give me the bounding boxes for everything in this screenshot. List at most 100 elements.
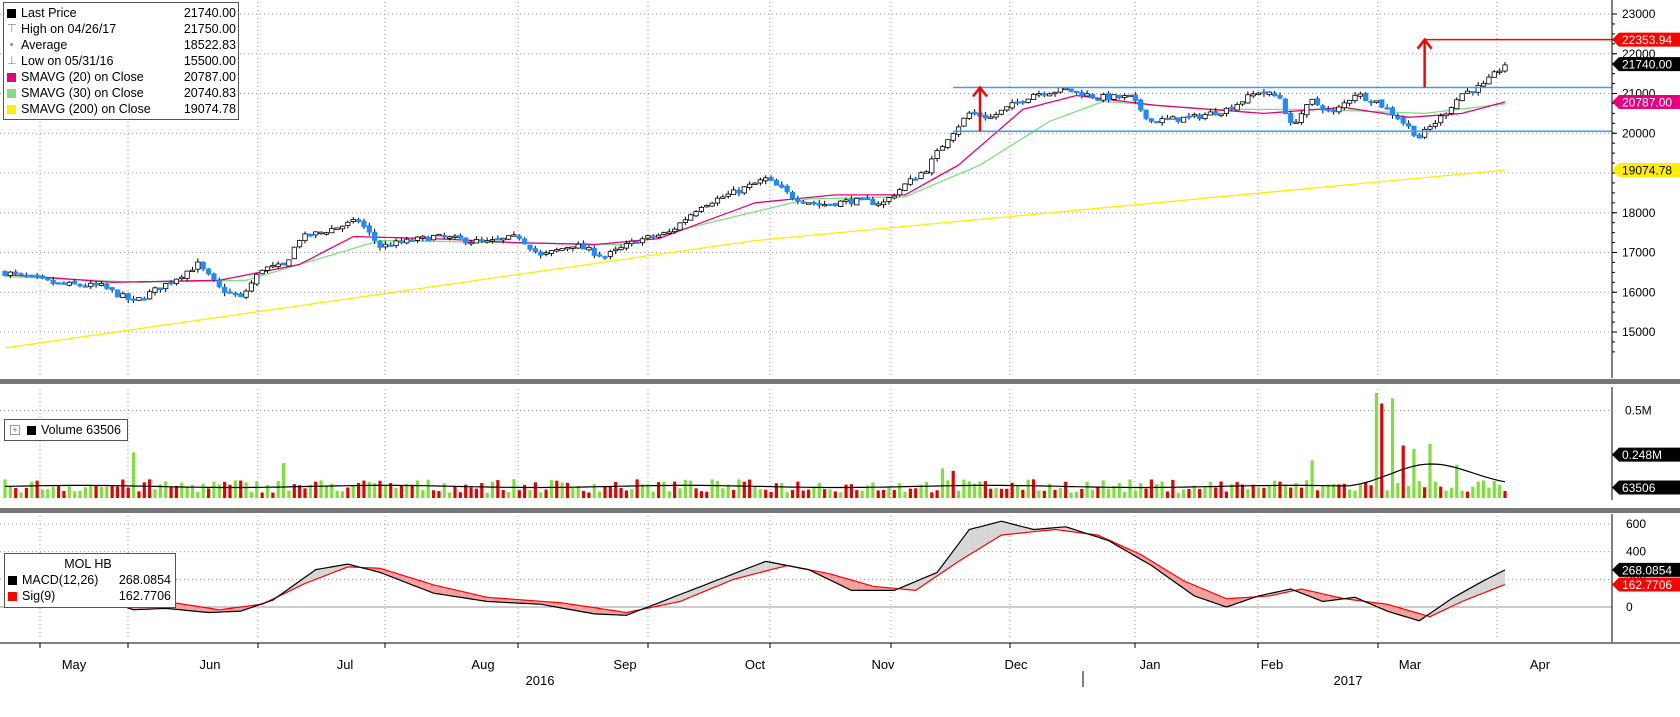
- candle-body: [473, 238, 480, 244]
- macd-fill: [433, 584, 439, 594]
- legend-item: ⊥ Low on 05/31/16 15500.00: [4, 53, 236, 69]
- volume-bar: [1471, 486, 1475, 498]
- candle-body: [1138, 99, 1144, 111]
- panel-frame: [0, 0, 1680, 644]
- macd-fill: [412, 578, 418, 587]
- volume-bar: [651, 491, 655, 498]
- volume-bar: [721, 488, 725, 498]
- volume-bar: [298, 485, 302, 498]
- volume-bar: [1042, 490, 1046, 498]
- candle-body: [120, 293, 126, 298]
- volume-bar: [678, 488, 682, 498]
- volume-bar: [1165, 491, 1170, 498]
- candle-body: [543, 252, 549, 255]
- macd-fill: [556, 602, 563, 609]
- candle-body: [945, 139, 951, 148]
- macd-fill: [438, 586, 445, 595]
- volume-bar: [1155, 484, 1159, 498]
- candle-body: [650, 235, 656, 238]
- volume-bar: [903, 491, 907, 498]
- volume-bar: [1240, 484, 1245, 498]
- macd-fill: [819, 571, 825, 578]
- macd-fill: [444, 587, 450, 596]
- legend-label: SMAVG (20) on Close: [21, 70, 144, 84]
- candle-body: [409, 239, 415, 242]
- x-month-label: Oct: [745, 657, 766, 672]
- volume-bar: [265, 485, 270, 498]
- candle-body: [805, 202, 812, 205]
- macd-fill: [942, 558, 948, 573]
- candle-body: [1373, 100, 1380, 103]
- volume-bar: [1010, 482, 1014, 498]
- candle-body: [795, 198, 801, 202]
- candle-body: [564, 247, 571, 250]
- value-tag: [1612, 577, 1680, 592]
- macd-fill: [862, 583, 868, 591]
- macd-fill: [417, 579, 423, 590]
- sma20-line: [4, 94, 1506, 283]
- macd-fill: [1001, 521, 1007, 536]
- candle-body: [1486, 76, 1492, 85]
- volume-bar: [126, 487, 130, 498]
- volume-bar: [99, 486, 104, 498]
- volume-bar: [806, 489, 811, 498]
- candle-body: [923, 171, 930, 174]
- candle-body: [1491, 71, 1497, 78]
- candle-body: [452, 235, 458, 238]
- candle-body: [1448, 107, 1455, 114]
- candle-body: [39, 275, 46, 279]
- candle-body: [698, 206, 705, 212]
- candle-body: [934, 150, 940, 159]
- candle-body: [1272, 92, 1278, 97]
- x-month-label: Apr: [1530, 657, 1551, 672]
- candle-body: [141, 298, 147, 301]
- candle-body: [1266, 91, 1272, 96]
- macd-fill: [985, 524, 991, 545]
- candle-body: [1443, 113, 1449, 117]
- candle-body: [891, 195, 897, 199]
- expand-icon[interactable]: +: [10, 425, 20, 435]
- candle-body: [1180, 116, 1187, 123]
- volume-bar: [367, 481, 371, 498]
- candle-body: [704, 204, 710, 208]
- candle-body: [1309, 98, 1315, 105]
- candle-body: [98, 283, 105, 286]
- candle-body: [747, 183, 753, 188]
- macd-fill: [519, 599, 525, 604]
- candle-body: [666, 231, 672, 234]
- volume-bar: [1492, 481, 1496, 498]
- volume-bar: [855, 490, 859, 498]
- volume-bar: [1455, 464, 1459, 498]
- macd-fill: [1408, 610, 1414, 620]
- volume-bar: [603, 486, 607, 498]
- volume-bar: [356, 483, 361, 498]
- volume-bar: [399, 485, 404, 498]
- candle-body: [586, 246, 592, 251]
- volume-bar: [876, 490, 880, 498]
- volume-bar: [967, 481, 971, 498]
- candle-body: [966, 112, 972, 119]
- volume-bar: [1187, 489, 1191, 498]
- candle-body: [179, 276, 185, 280]
- candle-body: [1100, 94, 1106, 101]
- volume-bar: [324, 485, 329, 498]
- volume-bar: [1289, 487, 1293, 498]
- candle-body: [7, 271, 13, 276]
- volume-bar: [233, 480, 237, 498]
- candle-body: [1095, 98, 1101, 101]
- macd-fill: [471, 593, 477, 600]
- candle-body: [511, 234, 517, 237]
- legend-label: High on 04/26/17: [21, 22, 117, 36]
- candle-body: [902, 183, 908, 191]
- candle-body: [323, 232, 330, 235]
- macd-fill: [974, 526, 980, 552]
- volume-bar: [196, 491, 200, 498]
- candle-body: [1063, 87, 1069, 91]
- macd-fill: [1226, 598, 1232, 607]
- candle-body: [200, 261, 206, 270]
- candle-body: [784, 185, 790, 193]
- volume-bar: [421, 489, 425, 498]
- candle-body: [682, 219, 688, 223]
- macd-fill: [963, 529, 970, 559]
